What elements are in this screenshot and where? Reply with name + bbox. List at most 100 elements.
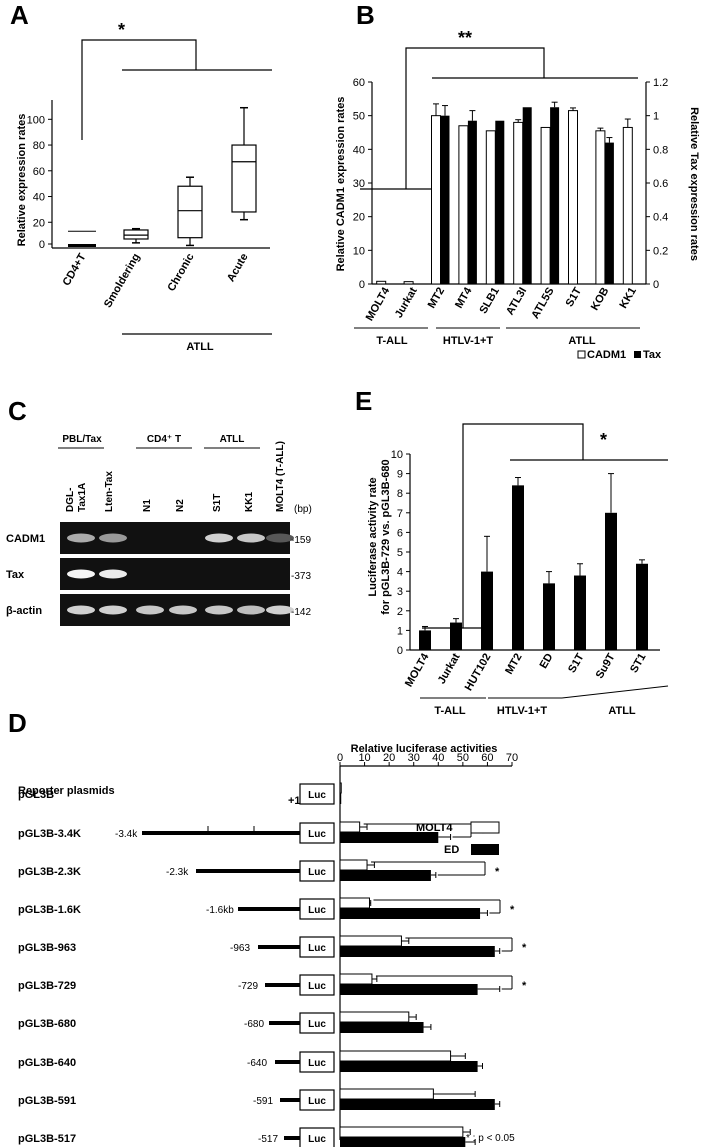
- y2-tick-label-b: 0.4: [653, 212, 668, 224]
- luc-label: Luc: [308, 790, 326, 801]
- bar-tax: [550, 107, 560, 284]
- group-label-e-atll: ATLL: [608, 705, 636, 717]
- y-tick-label-b: 10: [353, 245, 365, 257]
- panel-label-a: A: [10, 0, 29, 30]
- gel-lane-lten: Lten-Tax: [104, 471, 115, 512]
- row-pgl3b-591: pGL3B-591 -591 Luc: [18, 1088, 501, 1111]
- group-line-e-atll: [561, 685, 669, 699]
- y2-axis-label-b: Relative Tax expression rates: [688, 107, 700, 261]
- bar-ed: [340, 946, 495, 957]
- x-label-b: MT4: [453, 285, 475, 311]
- tss-label: +1: [288, 795, 301, 807]
- bar-group-e-st1: [636, 559, 648, 650]
- x-label-b: ATL5S: [529, 286, 556, 321]
- x-label-b: KOB: [589, 285, 612, 312]
- y2-tick-label-b: 0.8: [653, 144, 668, 156]
- promoter-line: [275, 1060, 300, 1064]
- gel-lane-molt4: MOLT4 (T-ALL): [275, 441, 286, 512]
- y-axis-label-e-line2: for pGL3B-729 vs. pGL3B-680: [380, 459, 392, 614]
- plasmid-name: pGL3B-1.6K: [18, 904, 81, 916]
- construct-position-label: -3.4k: [115, 829, 138, 840]
- bar-ed: [340, 1022, 424, 1033]
- gel-lane-dgl-line1: DGL-: [65, 488, 76, 512]
- y-tick-label-a: 100: [27, 114, 45, 126]
- bar-e: [450, 622, 462, 650]
- gel-band: [99, 533, 127, 543]
- panel-label-e: E: [355, 386, 372, 416]
- box-body: [123, 229, 149, 240]
- bar-ed: [340, 832, 439, 843]
- gel-band: [99, 569, 127, 579]
- bars-b: [376, 101, 633, 285]
- gel-lane-n1: N1: [142, 499, 153, 512]
- promoter-line: [258, 945, 300, 949]
- bar-molt4: [339, 782, 342, 794]
- bar-cadm1: [540, 126, 551, 285]
- x-label-a: Chronic: [165, 252, 196, 294]
- legend-swatch-molt4: [470, 821, 500, 834]
- bar-cadm1: [376, 280, 387, 285]
- luc-box: [299, 898, 335, 920]
- y-tick-label-b: 30: [353, 178, 365, 190]
- panel-d: D Relative luciferase activities Reporte…: [8, 708, 527, 1147]
- luc-label: Luc: [308, 905, 326, 916]
- bar-group-e-su9t: [605, 473, 617, 650]
- y-tick-label-b: 0: [359, 279, 365, 291]
- bar-group-slb1: [485, 120, 505, 285]
- luc-box: [299, 860, 335, 882]
- bar-ed: [340, 870, 431, 881]
- x-label-e: S1T: [566, 651, 587, 675]
- x-label-e: MT2: [503, 652, 524, 677]
- significance-d: *: [481, 828, 486, 840]
- plasmid-name: pGL3B-3.4K: [18, 828, 81, 840]
- construct-position-label: -963: [230, 943, 250, 954]
- y2-tick-label-b: 1.2: [653, 77, 668, 89]
- bar-ed: [340, 984, 478, 995]
- y-tick-label-e: 5: [397, 547, 403, 559]
- gel-strip-bg: [60, 558, 290, 590]
- x-tick-label-d: 70: [506, 752, 518, 764]
- x-label-a: Smoldering: [102, 252, 143, 310]
- gel-group-pbl-tax: PBL/Tax: [62, 434, 102, 445]
- x-label-b: Jurkat: [393, 285, 420, 320]
- construct-position-label: -517: [258, 1134, 278, 1145]
- bar-molt4: [339, 1011, 410, 1023]
- bar-molt4: [339, 935, 402, 947]
- y-tick-label-e: 4: [397, 567, 403, 579]
- bar-e: [636, 563, 648, 650]
- construct-position-label: -680: [244, 1019, 264, 1030]
- bar-cadm1: [403, 281, 414, 285]
- x-tick-label-d: 60: [481, 752, 493, 764]
- x-labels-a: CD4+T Smoldering Chronic Acute: [61, 251, 251, 310]
- bar-tax: [467, 120, 477, 284]
- bar-molt4: [339, 1088, 434, 1100]
- gel-lane-kk1: KK1: [244, 492, 255, 512]
- bar-e: [574, 575, 586, 650]
- panel-b: B ** Relative CADM1 expression rates Rel…: [335, 0, 700, 361]
- group-label-atll-a: ATLL: [186, 341, 214, 353]
- bar-group-atl3i: [513, 107, 532, 285]
- gel-lane-s1t: S1T: [212, 494, 223, 512]
- bar-molt4: [339, 973, 373, 985]
- bar-molt4: [339, 821, 361, 833]
- bar-tax: [604, 142, 614, 284]
- gel-bp-cadm1: -159: [291, 535, 311, 546]
- construct-position-label: -729: [238, 981, 258, 992]
- bar-cadm1: [485, 130, 496, 285]
- y2-ticks-b: 0 0.2 0.4 0.6 0.8 1 1.2: [646, 77, 668, 291]
- gel-group-atll: ATLL: [220, 434, 245, 445]
- x-label-e: ED: [538, 651, 556, 670]
- y2-tick-label-b: 1: [653, 111, 659, 123]
- y-tick-label-e: 9: [397, 469, 403, 481]
- x-tick-label-d: 30: [408, 752, 420, 764]
- x-label-e: HUT102: [463, 652, 494, 693]
- gel-band: [136, 605, 164, 615]
- gel-band: [205, 605, 233, 615]
- bar-cadm1: [458, 125, 469, 285]
- box-smoldering: [123, 227, 149, 244]
- y-tick-label-a: 80: [33, 140, 45, 152]
- bar-cadm1: [431, 115, 441, 285]
- significance-d: *: [522, 942, 527, 954]
- plasmid-name: pGL3B-729: [18, 980, 76, 992]
- promoter-line: [284, 1136, 300, 1140]
